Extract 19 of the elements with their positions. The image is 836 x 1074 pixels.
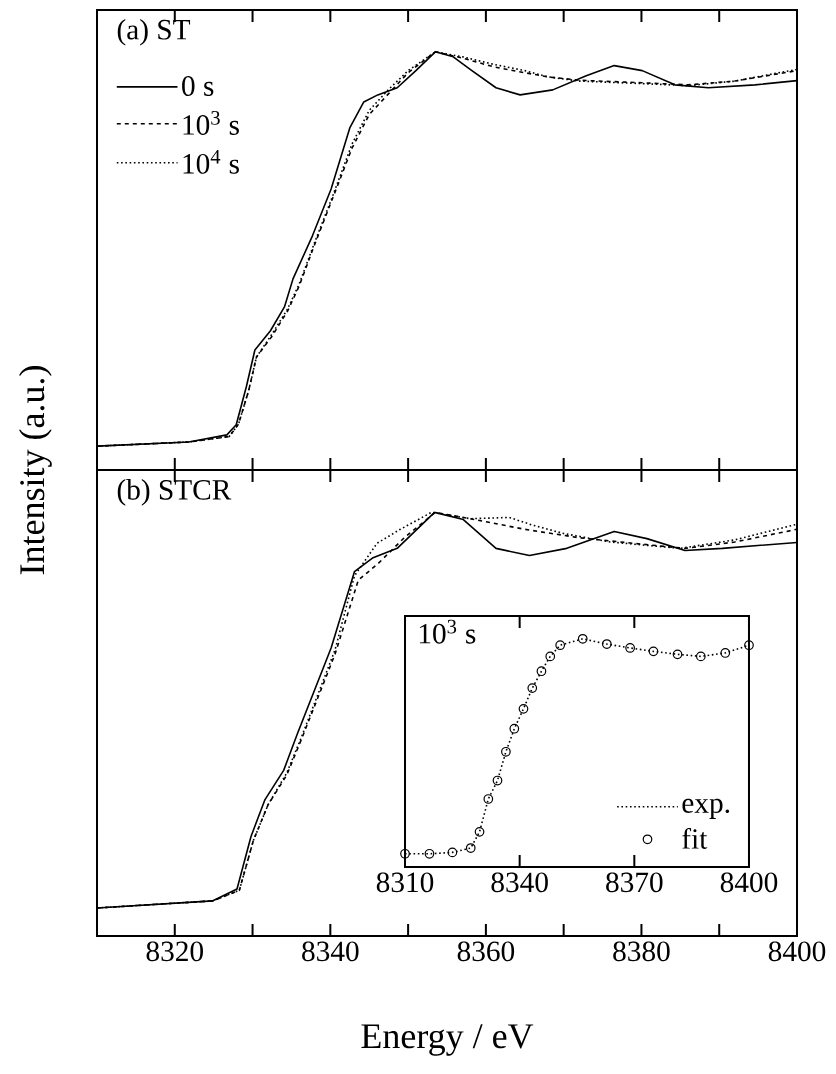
legend-label: exp.	[682, 798, 730, 819]
x-tick-label: 8380	[613, 941, 670, 962]
x-tick-label: 8400	[720, 872, 778, 893]
x-tick-label: 8320	[146, 941, 203, 962]
x-tick-label: 8310	[376, 872, 434, 893]
legend-label: 10$^{3}$ s	[183, 110, 239, 135]
chart-title: 10$^{3}$ s	[419, 619, 476, 644]
legend-label: 10$^{4}$ s	[183, 149, 239, 174]
x-tick-label: 8400	[768, 941, 826, 962]
legend-label: fit	[682, 827, 708, 849]
x-tick-label: 8340	[491, 872, 548, 893]
chart-title: (a) ST	[117, 18, 191, 46]
x-tick-label: 8340	[302, 941, 359, 962]
y-axis-title: Intensity (a.u.)	[19, 366, 52, 575]
x-tick-label: 8360	[457, 941, 515, 962]
x-tick-label: 8370	[606, 872, 663, 893]
chart-title: (b) STCR	[117, 479, 232, 506]
legend-label: 0 s	[182, 76, 214, 96]
x-axis-title: Energy / eV	[361, 1024, 534, 1056]
